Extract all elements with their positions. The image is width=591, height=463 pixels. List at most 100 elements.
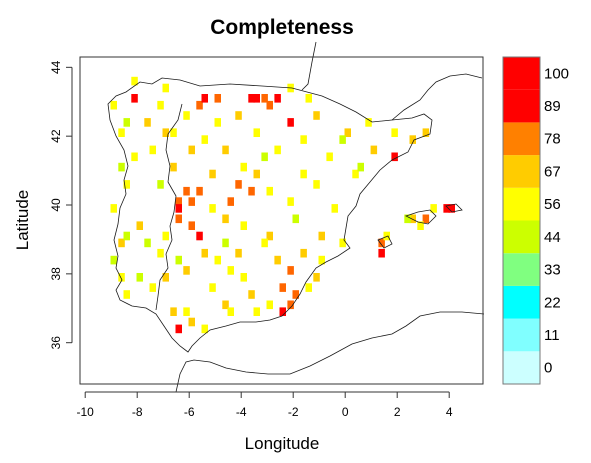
heatmap-cell	[292, 214, 299, 224]
heatmap-cell	[391, 128, 398, 137]
y-tick-label: 36	[49, 336, 63, 350]
x-tick-label: -10	[77, 405, 95, 419]
heatmap-cell	[149, 145, 156, 155]
y-tick-label: 38	[49, 267, 63, 281]
heatmap-cell	[201, 248, 208, 258]
heatmap-cell	[266, 231, 273, 241]
heatmap-cell	[201, 94, 208, 103]
heatmap-cell	[318, 255, 325, 265]
heatmap-cell	[175, 204, 182, 213]
heatmap-cell	[170, 307, 177, 316]
legend-label: 67	[544, 163, 561, 180]
heatmap-cell	[404, 214, 411, 224]
heatmap-cell	[144, 118, 151, 127]
heatmap-cell	[188, 145, 195, 155]
legend-label: 44	[544, 229, 561, 246]
heatmap-cell	[326, 152, 333, 162]
heatmap-cell	[344, 128, 351, 137]
heatmap-cell	[409, 214, 416, 224]
heatmap-cell	[118, 162, 125, 172]
heatmap-cell	[196, 231, 203, 241]
heatmap-cell	[240, 221, 247, 230]
legend-label: 33	[544, 262, 561, 279]
heatmap-cell	[365, 118, 372, 127]
heatmap-cell	[352, 169, 359, 179]
y-tick-label: 44	[49, 60, 63, 74]
legend-swatch	[503, 155, 540, 188]
legend-swatch	[503, 57, 540, 90]
heatmap-cell	[300, 169, 307, 179]
heatmap-cell	[162, 128, 169, 137]
heatmap-cell	[313, 273, 320, 282]
heatmap-cell	[201, 324, 208, 334]
legend-swatch	[503, 122, 540, 156]
heatmap-cell	[274, 145, 281, 155]
heatmap-cell	[170, 162, 177, 172]
heatmap-cell	[266, 100, 273, 110]
heatmap-cell	[188, 317, 195, 327]
heatmap-cell	[443, 204, 450, 213]
heatmap-cell	[253, 307, 260, 316]
heatmap-cell	[196, 186, 203, 196]
chart-title: Completeness	[210, 16, 354, 39]
legend-label: 11	[544, 327, 560, 344]
heatmap-cell	[162, 231, 169, 241]
heatmap-cell	[157, 180, 164, 189]
legend-label: 89	[544, 98, 561, 115]
heatmap-cell	[123, 118, 130, 127]
heatmap-cell	[110, 100, 117, 110]
heatmap-cell	[209, 169, 216, 179]
heatmap-cell	[118, 128, 125, 137]
heatmap-cell	[136, 273, 143, 282]
heatmap-cell	[409, 135, 416, 144]
heatmap-cell	[300, 135, 307, 144]
heatmap-cell	[448, 204, 455, 213]
legend-swatch	[503, 351, 540, 384]
heatmap-cells	[110, 76, 455, 334]
heatmap-cell	[149, 283, 156, 292]
heatmap-cell	[188, 197, 195, 206]
heatmap-cell	[378, 248, 385, 258]
legend-label: 22	[544, 294, 561, 311]
legend-label: 56	[544, 196, 561, 213]
heatmap-cell	[131, 94, 138, 103]
heatmap-cell	[183, 307, 190, 316]
legend-swatch	[503, 187, 540, 221]
heatmap-cell	[118, 273, 125, 282]
heatmap-cell	[279, 307, 286, 316]
heatmap-cell	[175, 197, 182, 206]
heatmap-cell	[253, 94, 260, 103]
x-tick-label: 0	[342, 405, 349, 419]
heatmap-cell	[287, 266, 294, 275]
heatmap-cell	[175, 255, 182, 265]
heatmap-cell	[162, 83, 169, 93]
heatmap-cell	[235, 111, 242, 120]
heatmap-cell	[305, 94, 312, 103]
heatmap-cell	[222, 300, 229, 310]
heatmap-cell	[378, 238, 385, 248]
heatmap-cell	[357, 162, 364, 172]
heatmap-cell	[188, 221, 195, 230]
heatmap-cell	[183, 186, 190, 196]
heatmap-cell	[214, 118, 221, 127]
heatmap-cell	[383, 231, 390, 241]
heatmap-cell	[331, 204, 338, 213]
heatmap-cell	[209, 204, 216, 213]
x-axis: -10 -8 -6 -4 -2 0 2 4	[77, 391, 453, 419]
heatmap-cell	[175, 214, 182, 224]
heatmap-cell	[170, 128, 177, 137]
plot-frame	[79, 56, 484, 385]
heatmap-cell	[248, 290, 255, 299]
heatmap-cell	[417, 221, 424, 230]
legend-swatch	[503, 318, 540, 352]
heatmap-cell	[430, 204, 437, 213]
legend-frame	[502, 56, 541, 385]
legend-swatch	[503, 253, 540, 286]
heatmap-cell	[118, 238, 125, 248]
heatmap-cell	[253, 169, 260, 179]
x-tick-label: -8	[132, 405, 143, 419]
heatmap-cell	[300, 248, 307, 258]
heatmap-cell	[123, 180, 130, 189]
heatmap-cell	[201, 135, 208, 144]
